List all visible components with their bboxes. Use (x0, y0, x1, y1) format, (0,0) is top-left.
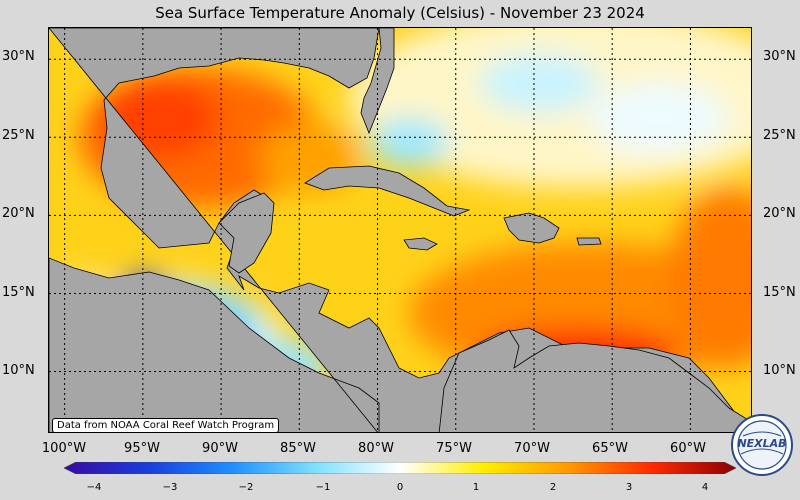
nexlab-logo: NEXLAB (731, 414, 793, 476)
colorbar-tick-4: 4 (701, 482, 709, 493)
data-credit: Data from NOAA Coral Reef Watch Program (52, 418, 280, 433)
colorbar (64, 462, 736, 474)
lat-label-left-20: 20°N (2, 206, 35, 221)
colorbar-tick-neg1: −1 (315, 482, 331, 493)
lon-label-85w: 85°W (280, 441, 316, 456)
lat-label-right-20: 20°N (763, 206, 796, 221)
lat-label-left-15: 15°N (2, 285, 35, 300)
colorbar-tick-1: 1 (472, 482, 480, 493)
sst-anomaly-map (48, 27, 752, 433)
colorbar-tick-neg2: −2 (238, 482, 254, 493)
lon-label-70w: 70°W (514, 441, 550, 456)
land-south-america (438, 329, 751, 432)
lat-label-right-30: 30°N (763, 49, 796, 64)
anomaly-patch-bahamas (369, 118, 449, 168)
colorbar-tick-neg4: −4 (86, 482, 102, 493)
lon-label-95w: 95°W (124, 441, 160, 456)
colorbar-tick-neg3: −3 (162, 482, 178, 493)
graticule (49, 28, 751, 432)
colorbar-bar (64, 462, 736, 474)
lat-label-right-15: 15°N (763, 285, 796, 300)
lon-label-100w: 100°W (41, 441, 87, 456)
lon-label-80w: 80°W (358, 441, 394, 456)
lat-label-left-25: 25°N (2, 128, 35, 143)
lat-label-right-10: 10°N (763, 363, 796, 378)
colorbar-tick-3: 3 (625, 482, 633, 493)
map-title: Sea Surface Temperature Anomaly (Celsius… (155, 4, 645, 22)
colorbar-tick-0: 0 (396, 482, 404, 493)
logo-text: NEXLAB (737, 437, 786, 450)
lat-label-left-10: 10°N (2, 363, 35, 378)
lon-label-65w: 65°W (592, 441, 628, 456)
anomaly-patch-atlantic-cool-2 (589, 83, 729, 153)
lat-label-right-25: 25°N (763, 128, 796, 143)
land-yucatan (218, 192, 275, 274)
land-florida (359, 28, 395, 135)
colorbar-tick-2: 2 (549, 482, 557, 493)
land-puerto-rico (576, 237, 602, 246)
anomaly-patch-atlantic-cool (479, 53, 599, 113)
anomaly-patch-atlantic-east-warm (669, 188, 751, 368)
map-canvas (49, 28, 751, 432)
lon-label-90w: 90°W (202, 441, 238, 456)
land-north-america (49, 28, 751, 432)
lon-label-60w: 60°W (670, 441, 706, 456)
land-masses (49, 28, 751, 432)
lon-label-75w: 75°W (436, 441, 472, 456)
lat-label-left-30: 30°N (2, 49, 35, 64)
land-jamaica (403, 237, 438, 251)
land-cuba (304, 165, 471, 217)
